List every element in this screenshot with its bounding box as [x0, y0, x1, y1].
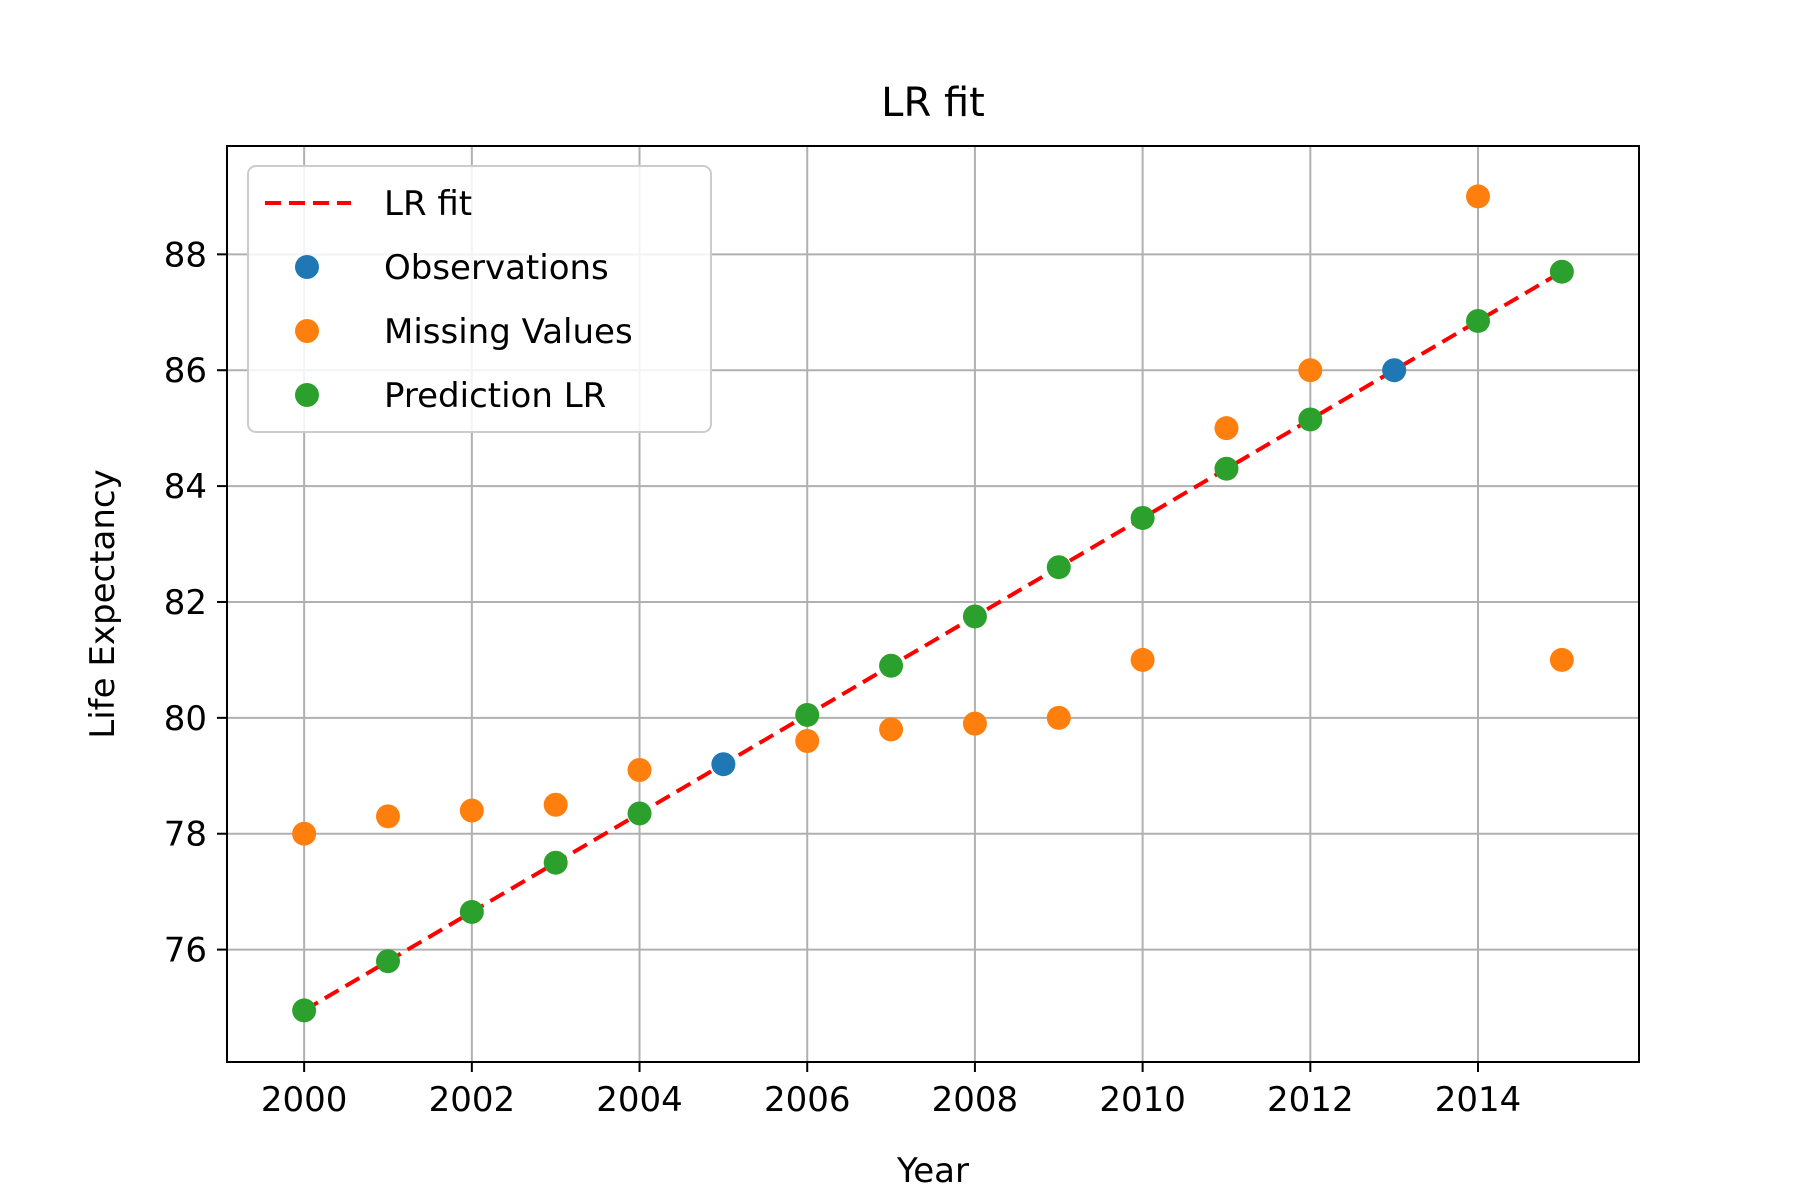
point-prediction-lr: [543, 850, 568, 875]
y-tick-label: 86: [164, 351, 207, 391]
x-tick-label: 2000: [261, 1080, 348, 1120]
point-prediction-lr: [1549, 259, 1574, 284]
x-tick-label: 2014: [1435, 1080, 1522, 1120]
point-prediction-lr: [1298, 407, 1323, 432]
point-prediction-lr: [1046, 555, 1071, 580]
point-prediction-lr: [459, 899, 484, 924]
x-tick-label: 2004: [596, 1080, 683, 1120]
x-tick-label: 2008: [932, 1080, 1019, 1120]
point-missing-values: [1549, 647, 1574, 672]
y-tick-label: 88: [164, 235, 207, 275]
axes-frame: [226, 145, 1640, 1063]
point-prediction-lr: [1214, 456, 1239, 481]
legend-box: [247, 165, 712, 433]
legend-swatch-observations: [295, 255, 319, 279]
y-tick-label: 80: [164, 699, 207, 739]
point-missing-values: [543, 792, 568, 817]
point-missing-values: [795, 729, 820, 754]
point-missing-values: [962, 711, 987, 736]
point-missing-values: [627, 757, 652, 782]
point-missing-values: [292, 821, 317, 846]
fit-line-layer: [303, 270, 1563, 1013]
y-tick-label: 78: [164, 815, 207, 855]
x-tick-label: 2002: [429, 1080, 516, 1120]
point-missing-values: [1046, 705, 1071, 730]
point-missing-values: [1298, 358, 1323, 383]
point-prediction-lr: [1130, 505, 1155, 530]
point-missing-values: [1130, 647, 1155, 672]
x-tick-label: 2006: [764, 1080, 851, 1120]
legend: LR fit Observations Missing Values Predi…: [247, 165, 712, 433]
point-missing-values: [1214, 416, 1239, 441]
point-prediction-lr: [795, 702, 820, 727]
point-prediction-lr: [1466, 308, 1491, 333]
point-observations: [711, 752, 736, 777]
legend-swatch-prediction-lr: [295, 383, 319, 407]
point-missing-values: [459, 798, 484, 823]
point-prediction-lr: [375, 949, 400, 974]
y-tick-label: 84: [164, 467, 207, 507]
chart-title: LR fit: [881, 80, 985, 126]
legend-label-observations: Observations: [384, 248, 609, 288]
legend-swatch-missing-values: [295, 319, 319, 343]
ticks: 2000 2002 2004 2006 2008 2010 2012 2014 76 78 80 82…: [164, 235, 1522, 1120]
x-axis-label: Year: [896, 1151, 969, 1191]
y-tick-label: 82: [164, 583, 207, 623]
legend-label-prediction-lr: Prediction LR: [384, 376, 606, 416]
y-tick-label: 76: [164, 931, 207, 971]
y-axis-label: Life Expectancy: [83, 469, 123, 738]
point-missing-values: [1466, 184, 1491, 209]
point-prediction-lr: [962, 604, 987, 629]
point-prediction-lr: [879, 653, 904, 678]
x-tick-label: 2012: [1267, 1080, 1354, 1120]
point-prediction-lr: [292, 998, 317, 1023]
points-layer: [292, 184, 1574, 1023]
x-tick-label: 2010: [1099, 1080, 1186, 1120]
point-observations: [1382, 358, 1407, 383]
point-prediction-lr: [627, 801, 652, 826]
point-missing-values: [375, 804, 400, 829]
legend-label-missing-values: Missing Values: [384, 312, 633, 352]
legend-label-lr-fit: LR fit: [384, 184, 472, 224]
fit-line-lr-fit: [303, 270, 1563, 1013]
point-missing-values: [879, 717, 904, 742]
